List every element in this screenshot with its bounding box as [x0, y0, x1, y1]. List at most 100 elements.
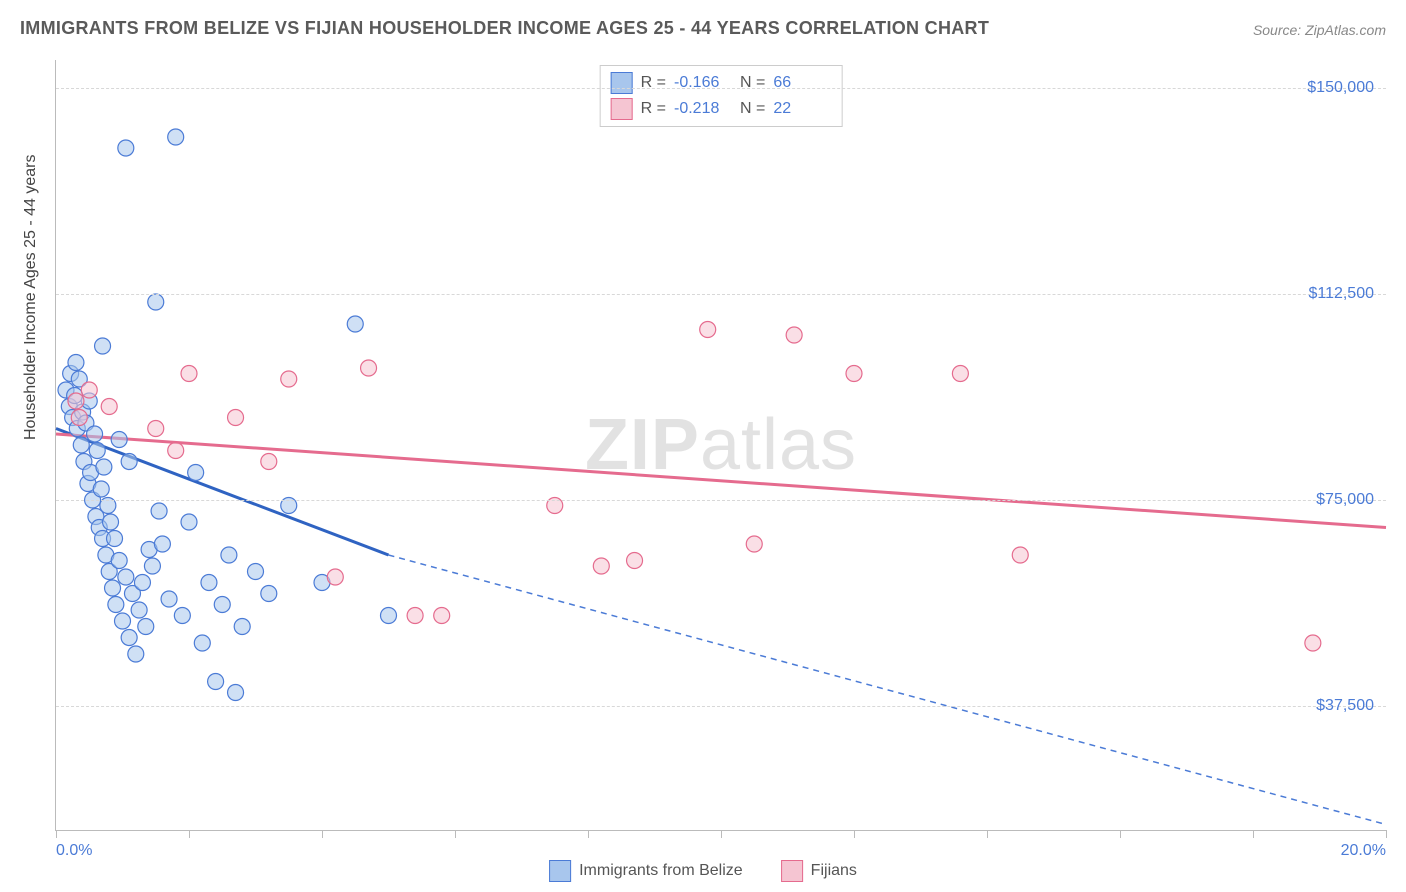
data-point [89, 443, 105, 459]
data-point [188, 465, 204, 481]
data-point [700, 322, 716, 338]
legend-row: R = -0.218 N = 22 [611, 96, 832, 122]
data-point [144, 558, 160, 574]
data-point [846, 366, 862, 382]
x-tick [1253, 830, 1254, 838]
x-tick [1120, 830, 1121, 838]
data-point [73, 437, 89, 453]
legend-R-value: -0.166 [674, 74, 732, 92]
plot-area: ZIPatlas R = -0.166 N = 66 R = -0.218 N … [55, 60, 1386, 831]
gridline [56, 500, 1386, 501]
gridline [56, 294, 1386, 295]
chart-title: IMMIGRANTS FROM BELIZE VS FIJIAN HOUSEHO… [20, 18, 989, 39]
data-point [68, 355, 84, 371]
data-point [161, 591, 177, 607]
x-min-label: 0.0% [56, 842, 92, 860]
x-tick [322, 830, 323, 838]
data-point [248, 564, 264, 580]
legend-label: Immigrants from Belize [579, 862, 743, 880]
legend-item: Immigrants from Belize [549, 860, 743, 882]
data-point [134, 575, 150, 591]
data-point [111, 432, 127, 448]
data-point [261, 586, 277, 602]
data-point [952, 366, 968, 382]
y-tick-label: $37,500 [1316, 697, 1374, 715]
x-tick [56, 830, 57, 838]
gridline [56, 706, 1386, 707]
swatch-icon [611, 98, 633, 120]
data-point [361, 360, 377, 376]
plot-svg [56, 60, 1386, 830]
data-point [168, 443, 184, 459]
data-point [593, 558, 609, 574]
x-tick [455, 830, 456, 838]
data-point [201, 575, 217, 591]
legend-label: Fijians [811, 862, 857, 880]
data-point [87, 426, 103, 442]
data-point [174, 608, 190, 624]
data-point [101, 399, 117, 415]
data-point [234, 619, 250, 635]
legend-R-label: R = [641, 74, 666, 92]
data-point [434, 608, 450, 624]
data-point [407, 608, 423, 624]
data-point [194, 635, 210, 651]
data-point [107, 531, 123, 547]
data-point [151, 503, 167, 519]
data-point [228, 410, 244, 426]
legend-N-value: 22 [773, 100, 831, 118]
data-point [68, 393, 84, 409]
trend-line [389, 555, 1387, 825]
data-point [108, 597, 124, 613]
x-tick [189, 830, 190, 838]
data-point [228, 685, 244, 701]
legend-N-value: 66 [773, 74, 831, 92]
data-point [327, 569, 343, 585]
y-tick-label: $75,000 [1316, 491, 1374, 509]
gridline [56, 88, 1386, 89]
legend-row: R = -0.166 N = 66 [611, 70, 832, 96]
x-tick [588, 830, 589, 838]
data-point [381, 608, 397, 624]
data-point [115, 613, 131, 629]
data-point [214, 597, 230, 613]
data-point [627, 553, 643, 569]
data-point [148, 421, 164, 437]
y-tick-label: $150,000 [1307, 79, 1374, 97]
data-point [138, 619, 154, 635]
data-point [111, 553, 127, 569]
data-point [103, 514, 119, 530]
data-point [105, 580, 121, 596]
swatch-icon [611, 72, 633, 94]
x-tick [721, 830, 722, 838]
x-tick [1386, 830, 1387, 838]
data-point [131, 602, 147, 618]
data-point [154, 536, 170, 552]
legend-item: Fijians [781, 860, 857, 882]
legend-N-label: N = [740, 100, 765, 118]
swatch-icon [781, 860, 803, 882]
y-axis-title: Householder Income Ages 25 - 44 years [22, 155, 40, 441]
swatch-icon [549, 860, 571, 882]
correlation-legend: R = -0.166 N = 66 R = -0.218 N = 22 [600, 65, 843, 127]
data-point [786, 327, 802, 343]
x-tick [854, 830, 855, 838]
data-point [221, 547, 237, 563]
data-point [121, 454, 137, 470]
y-tick-label: $112,500 [1308, 285, 1374, 303]
data-point [1305, 635, 1321, 651]
data-point [118, 569, 134, 585]
data-point [1012, 547, 1028, 563]
data-point [148, 294, 164, 310]
data-point [93, 481, 109, 497]
data-point [181, 514, 197, 530]
legend-R-value: -0.218 [674, 100, 732, 118]
data-point [128, 646, 144, 662]
data-point [95, 338, 111, 354]
data-point [71, 410, 87, 426]
x-max-label: 20.0% [1341, 842, 1386, 860]
data-point [96, 459, 112, 475]
data-point [208, 674, 224, 690]
legend-R-label: R = [641, 100, 666, 118]
data-point [347, 316, 363, 332]
